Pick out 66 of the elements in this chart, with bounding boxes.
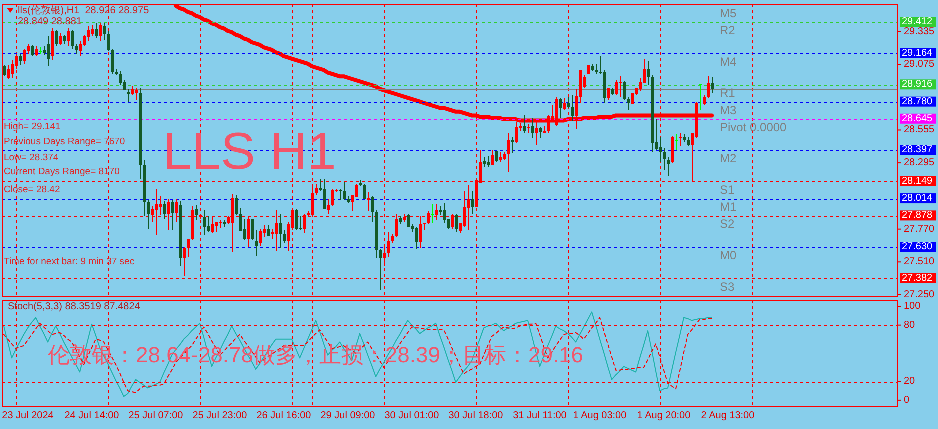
y-tick-label: 28.645 bbox=[902, 113, 934, 124]
x-tick-label: 1 Aug 20:00 bbox=[637, 410, 692, 422]
y-tick-label: 20 bbox=[904, 376, 916, 388]
x-tick-label: 25 Jul 23:00 bbox=[192, 410, 248, 422]
candlestick bbox=[675, 134, 678, 150]
ref-line-label: M2 bbox=[720, 152, 737, 166]
y-tick-label: 80 bbox=[904, 320, 916, 331]
candlestick bbox=[619, 76, 622, 97]
candlestick bbox=[127, 89, 130, 102]
chart-title: Stoch(5,3,3) 88.3519 87.4824 bbox=[8, 301, 141, 312]
candlestick bbox=[679, 133, 682, 146]
y-tick-label: 100 bbox=[904, 301, 922, 312]
annotation: Previous Days Range= 7670 bbox=[4, 136, 126, 148]
x-tick-label: 30 Jul 18:00 bbox=[448, 410, 504, 422]
y-tick-label: 29.412 bbox=[902, 16, 934, 28]
x-tick-label: 2 Aug 13:00 bbox=[701, 410, 756, 422]
x-tick-label: 1 Aug 03:00 bbox=[573, 410, 628, 422]
y-tick-label: 28.295 bbox=[904, 158, 936, 169]
y-tick-label: 29.075 bbox=[904, 59, 936, 70]
ref-line-label: S3 bbox=[720, 280, 736, 294]
y-tick-label: 29.164 bbox=[902, 48, 934, 59]
annotation: Close= 28.42 bbox=[4, 184, 60, 196]
y-tick-label: 28.916 bbox=[902, 79, 934, 90]
ref-line-label: R2 bbox=[720, 24, 736, 38]
x-tick-label: 26 Jul 16:00 bbox=[256, 410, 312, 422]
annotation: LLS H1 bbox=[163, 123, 336, 181]
y-tick-label: 28.149 bbox=[902, 176, 934, 187]
y-tick-label: 0 bbox=[904, 394, 910, 406]
candlestick bbox=[39, 48, 42, 54]
candlestick bbox=[511, 137, 514, 154]
annotation: M5 bbox=[720, 6, 737, 20]
x-tick-label: 25 Jul 07:00 bbox=[128, 410, 184, 422]
x-tick-label: 29 Jul 09:00 bbox=[320, 410, 376, 422]
y-tick-label: 27.630 bbox=[902, 242, 934, 253]
x-tick-label: 31 Jul 11:00 bbox=[513, 410, 568, 422]
y-tick-label: 27.878 bbox=[902, 210, 934, 222]
ref-line-label: M1 bbox=[720, 200, 737, 214]
candlestick bbox=[367, 192, 370, 212]
x-tick-label: 30 Jul 01:00 bbox=[384, 410, 440, 422]
ref-line-label: S1 bbox=[720, 182, 736, 197]
y-tick-label: 28.780 bbox=[902, 96, 934, 108]
y-tick-label: 27.770 bbox=[904, 224, 936, 235]
ref-line-label: S2 bbox=[720, 217, 736, 232]
y-tick-label: 28.555 bbox=[904, 124, 936, 136]
y-tick-label: 27.510 bbox=[904, 256, 936, 268]
ref-line-label: M3 bbox=[720, 103, 737, 118]
annotation: Time for next bar: 9 min 37 sec bbox=[4, 256, 135, 268]
candlestick bbox=[699, 84, 702, 111]
ref-line-label: M0 bbox=[720, 248, 737, 263]
y-tick-label: 28.397 bbox=[902, 144, 934, 156]
x-tick-label: 23 Jul 2024 bbox=[2, 410, 54, 422]
annotation: High= 29.141 bbox=[4, 122, 61, 132]
text: lls(伦敦银),H1 28.926 28.975 28.849 28.881 bbox=[18, 4, 150, 27]
annotation: Current Days Range= 8170 bbox=[4, 166, 120, 178]
y-tick-label: 27.250 bbox=[904, 289, 936, 300]
ref-line-label: Pivot 0.0000 bbox=[720, 120, 788, 134]
annotation: Low= 28.374 bbox=[4, 152, 59, 164]
candlestick bbox=[431, 204, 434, 224]
y-tick-label: 29.335 bbox=[904, 26, 936, 38]
candlestick bbox=[423, 223, 426, 231]
candlestick bbox=[339, 188, 342, 200]
candlestick bbox=[219, 220, 222, 228]
x-tick-label: 24 Jul 14:00 bbox=[64, 410, 120, 422]
y-tick-label: 27.382 bbox=[902, 272, 934, 284]
ref-line-label: M4 bbox=[720, 54, 737, 69]
y-tick-label: 28.014 bbox=[902, 193, 934, 204]
